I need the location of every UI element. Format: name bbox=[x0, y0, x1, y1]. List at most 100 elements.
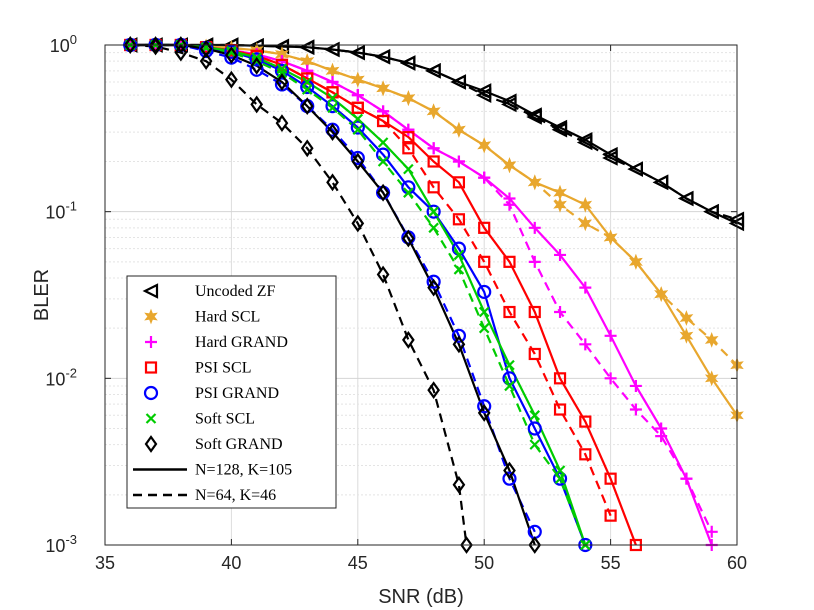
data-point-circle bbox=[426, 274, 441, 289]
data-point-square bbox=[503, 255, 516, 268]
data-point-plus bbox=[579, 281, 592, 294]
legend-label: N=64, K=46 bbox=[195, 487, 276, 504]
data-point-triangle-left bbox=[324, 41, 340, 58]
data-point-square bbox=[351, 101, 364, 114]
data-point-circle bbox=[325, 98, 340, 114]
data-point-x bbox=[301, 76, 313, 88]
x-tick-label: 55 bbox=[601, 553, 621, 573]
plot-frame bbox=[104, 44, 738, 546]
data-point-triangle-left bbox=[526, 109, 542, 125]
data-point-x bbox=[327, 92, 338, 104]
legend-marker-x bbox=[145, 413, 157, 424]
data-point-diamond bbox=[351, 214, 365, 233]
data-point-x bbox=[554, 473, 566, 484]
data-point-square bbox=[553, 403, 567, 416]
data-point-star bbox=[452, 121, 466, 138]
data-point-triangle-left bbox=[349, 44, 365, 61]
data-point-circle bbox=[350, 120, 365, 135]
data-point-x bbox=[529, 410, 541, 421]
data-point-x bbox=[478, 306, 490, 318]
data-point-star bbox=[578, 196, 593, 213]
data-point-x bbox=[403, 187, 414, 198]
data-point-star bbox=[351, 71, 365, 88]
data-point-circle bbox=[426, 204, 441, 219]
legend-marker-triangle-left bbox=[142, 283, 159, 299]
data-point-diamond bbox=[460, 536, 473, 554]
data-point-star bbox=[376, 80, 390, 97]
data-point-diamond bbox=[402, 229, 415, 248]
data-point-triangle-left bbox=[450, 74, 467, 90]
legend-label: Soft GRAND bbox=[195, 436, 283, 453]
data-point-triangle-left bbox=[551, 121, 568, 138]
data-point-plus bbox=[452, 155, 465, 168]
data-point-star bbox=[553, 196, 567, 213]
data-point-circle bbox=[249, 62, 264, 77]
data-point-x bbox=[276, 63, 288, 75]
legend-label: N=128, K=105 bbox=[195, 462, 292, 479]
data-point-diamond bbox=[199, 52, 213, 71]
data-point-square bbox=[503, 305, 516, 319]
data-point-star bbox=[629, 253, 643, 270]
data-point-triangle-left bbox=[576, 134, 593, 151]
data-point-x bbox=[327, 102, 338, 114]
data-point-x bbox=[453, 249, 465, 261]
data-point-x bbox=[403, 163, 414, 175]
data-point-triangle-left bbox=[501, 96, 517, 113]
data-point-circle bbox=[502, 371, 517, 386]
data-point-circle bbox=[249, 52, 264, 67]
data-point-diamond bbox=[477, 404, 491, 422]
data-point-plus bbox=[554, 248, 567, 261]
data-point-triangle-left bbox=[627, 161, 643, 177]
data-point-diamond bbox=[174, 36, 188, 54]
data-point-square bbox=[579, 415, 592, 428]
y-axis-label: BLER bbox=[31, 269, 53, 321]
data-point-diamond bbox=[300, 97, 314, 115]
data-point-plus bbox=[326, 75, 339, 88]
data-point-plus bbox=[301, 64, 314, 77]
data-point-star bbox=[578, 215, 593, 232]
data-point-circle bbox=[224, 44, 239, 59]
data-point-square bbox=[376, 114, 390, 128]
data-point-diamond bbox=[225, 46, 238, 64]
data-point-circle bbox=[527, 421, 542, 436]
data-point-circle bbox=[451, 328, 467, 343]
legend-label: Soft SCL bbox=[195, 411, 255, 428]
data-point-x bbox=[377, 156, 389, 167]
data-point-x bbox=[554, 465, 566, 476]
data-point-diamond bbox=[427, 278, 440, 297]
data-point-triangle-left bbox=[677, 190, 694, 207]
data-point-diamond bbox=[503, 461, 516, 480]
data-point-diamond bbox=[326, 173, 339, 192]
data-point-diamond bbox=[275, 114, 289, 132]
x-tick-label: 40 bbox=[221, 553, 241, 573]
data-point-x bbox=[504, 359, 515, 371]
legend-label: PSI GRAND bbox=[195, 385, 279, 402]
legend: Uncoded ZF Hard SCL Hard GRAND PSI SCL PSI G… bbox=[126, 275, 337, 509]
data-point-plus bbox=[427, 142, 440, 155]
data-point-square bbox=[452, 213, 466, 226]
data-point-diamond bbox=[351, 152, 365, 171]
data-point-x bbox=[478, 322, 490, 334]
data-point-circle bbox=[502, 471, 517, 486]
x-tick-label: 50 bbox=[474, 553, 494, 573]
data-point-square bbox=[604, 509, 617, 522]
data-point-square bbox=[452, 176, 466, 189]
data-point-diamond bbox=[123, 36, 137, 54]
data-point-triangle-left bbox=[602, 150, 618, 166]
data-point-diamond bbox=[452, 475, 466, 494]
data-point-plus bbox=[604, 329, 617, 342]
data-point-circle bbox=[477, 284, 492, 300]
data-point-diamond bbox=[376, 183, 390, 202]
y-tick-label: 10-1 bbox=[45, 199, 77, 223]
data-point-plus bbox=[579, 338, 592, 351]
data-point-square bbox=[402, 131, 415, 144]
x-tick-label: 60 bbox=[727, 553, 747, 573]
data-point-square bbox=[427, 181, 440, 194]
legend-marker-plus bbox=[145, 336, 157, 348]
series-line-diamond-n128 bbox=[130, 43, 536, 545]
data-point-plus bbox=[528, 221, 541, 234]
data-point-diamond bbox=[528, 536, 542, 554]
data-point-star bbox=[704, 370, 719, 387]
y-tick-labels: 100 10-1 10-2 10-3 bbox=[45, 32, 77, 556]
